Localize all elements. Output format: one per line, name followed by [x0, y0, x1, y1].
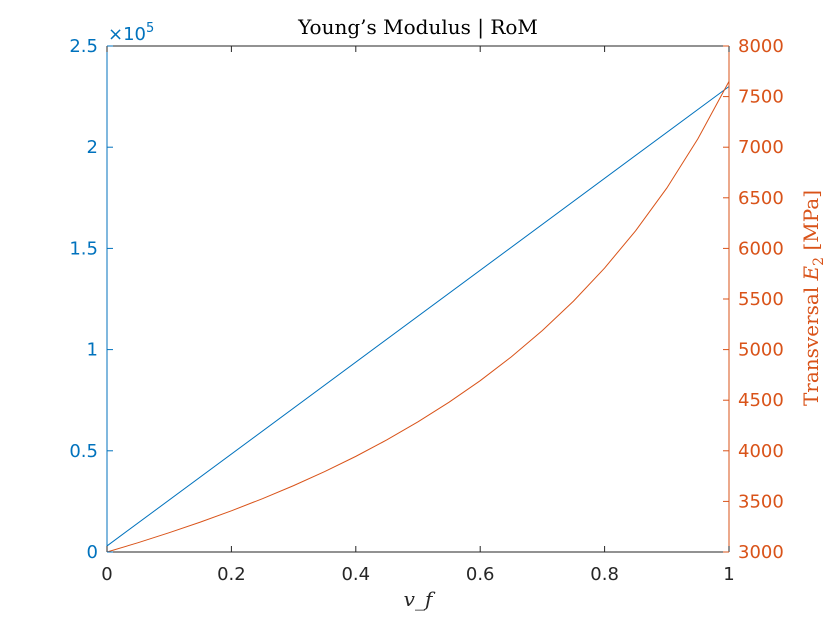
- right-axis-series-line: [106, 81, 730, 553]
- right-axis-label-subscript: 2: [811, 257, 826, 266]
- exponent-base: ×10: [108, 24, 146, 45]
- right-tick-label: 6500: [738, 188, 784, 209]
- right-tick-label: 4000: [738, 441, 784, 462]
- right-tick-label: 4500: [738, 390, 784, 411]
- right-axis-label: Transversal E2 [MPa]: [799, 190, 826, 406]
- right-tick-label: 6000: [738, 238, 784, 259]
- right-axis-label-symbol: E: [799, 265, 823, 281]
- right-tick-label: 8000: [738, 36, 784, 57]
- chart-title: Young’s Modulus | RoM: [297, 15, 538, 40]
- right-tick-label: 5500: [738, 289, 784, 310]
- left-axis-series-line: [106, 86, 730, 547]
- left-tick-label: 1.5: [69, 238, 98, 259]
- left-tick-label: 0: [87, 542, 98, 563]
- right-tick-label: 3500: [738, 491, 784, 512]
- x-tick-label: 0.2: [217, 564, 246, 585]
- left-axis-ticks: 0 0.5 1 1.5 2 2.5: [69, 36, 113, 563]
- x-axis-ticks: 0 0.2 0.4 0.6 0.8 1: [101, 46, 735, 585]
- right-tick-label: 3000: [738, 542, 784, 563]
- left-tick-label: 0.5: [69, 441, 98, 462]
- right-tick-label: 5000: [738, 340, 784, 361]
- exponent-power: 5: [146, 21, 154, 36]
- right-axis-label-prefix: Transversal: [799, 280, 823, 406]
- x-tick-label: 0.8: [590, 564, 619, 585]
- right-axis-label-suffix: [MPa]: [799, 190, 823, 257]
- left-axis-exponent-label: ×105: [108, 21, 154, 45]
- left-tick-label: 2: [87, 137, 98, 158]
- right-tick-label: 7500: [738, 87, 784, 108]
- x-axis-label: v_f: [404, 587, 436, 611]
- left-tick-label: 1: [87, 340, 98, 361]
- plot-area: [107, 46, 729, 552]
- x-tick-label: 0.6: [466, 564, 495, 585]
- right-axis-ticks: 3000 3500 4000 4500 5000 5500 6000 6500 7000 7500…: [723, 36, 784, 563]
- x-tick-label: 0: [101, 564, 112, 585]
- x-tick-label: 1: [723, 564, 734, 585]
- right-tick-label: 7000: [738, 137, 784, 158]
- series-layer: [106, 81, 730, 553]
- x-tick-label: 0.4: [341, 564, 370, 585]
- left-tick-label: 2.5: [69, 36, 98, 57]
